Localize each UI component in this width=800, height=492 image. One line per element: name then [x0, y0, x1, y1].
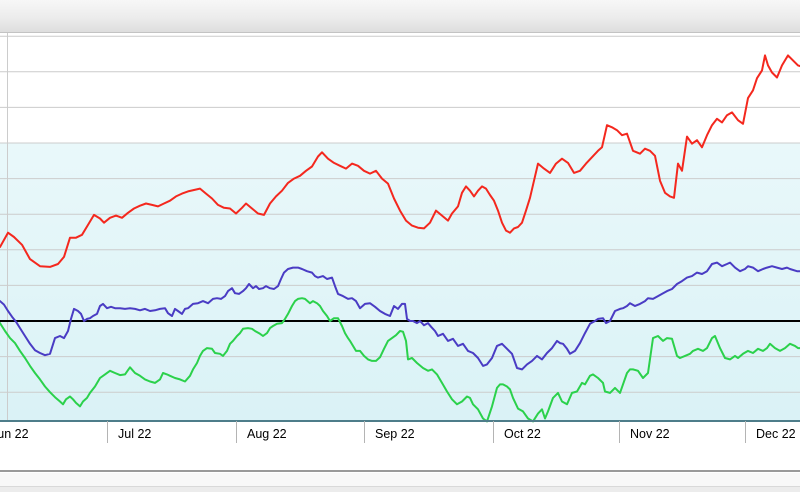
shaded-band	[0, 143, 800, 421]
x-axis-label: Nov 22	[630, 427, 670, 441]
x-axis-label: Dec 22	[756, 427, 796, 441]
series-line-green	[0, 297, 800, 423]
x-axis-label: Sep 22	[375, 427, 415, 441]
x-axis-label: Jul 22	[118, 427, 151, 441]
lower-strip	[0, 473, 800, 486]
series-line-red	[0, 54, 800, 268]
chart-toolbar	[0, 0, 800, 33]
series-line-blue	[0, 261, 800, 371]
panel-divider	[0, 470, 800, 473]
x-axis-label: Oct 22	[504, 427, 541, 441]
performance-chart[interactable]: Jun 22 Jul 22 Aug 22 Sep 22 Oct 22 Nov 22 Dec …	[0, 0, 800, 470]
x-axis-label: Aug 22	[247, 427, 287, 441]
lower-panel[interactable]	[0, 486, 800, 492]
x-axis-label: Jun 22	[0, 427, 29, 441]
